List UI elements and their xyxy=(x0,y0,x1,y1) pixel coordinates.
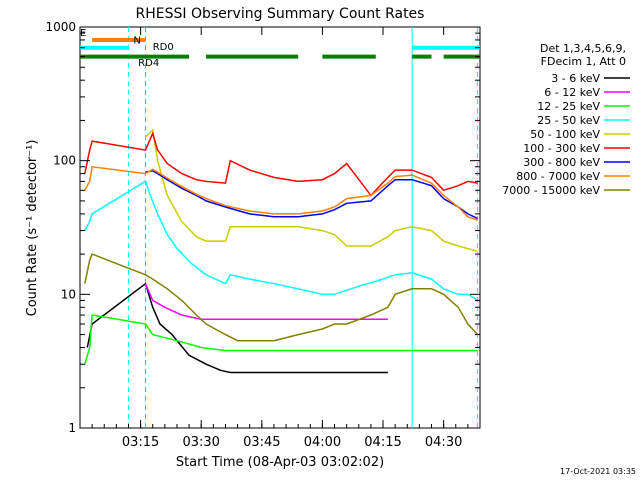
series-line-3 xyxy=(84,180,478,302)
legend-label-6: 300 - 800 keV xyxy=(523,156,600,169)
legend-label-4: 50 - 100 keV xyxy=(530,128,600,141)
y-axis-label: Count Rate (s⁻¹ detector⁻¹) xyxy=(25,140,40,317)
series-line-8 xyxy=(84,253,479,342)
x-tick-label-1: 03:30 xyxy=(182,435,219,450)
legend-header-1: FDecim 1, Att 0 xyxy=(541,55,626,68)
legend-label-3: 25 - 50 keV xyxy=(537,114,600,127)
series-line-0 xyxy=(86,282,388,374)
legend-label-1: 6 - 12 keV xyxy=(544,86,600,99)
axes-layer: 03:15 03:30 03:45 04:00 04:15 04:30 1 10 100 1000 xyxy=(45,20,481,450)
legend-header-0: Det 1,3,4,5,6,9, xyxy=(540,42,626,55)
x-tick-label-0: 03:15 xyxy=(122,435,159,450)
x-tick-label-2: 03:45 xyxy=(243,435,280,450)
x-axis-label: Start Time (08-Apr-03 03:02:02) xyxy=(176,455,384,470)
series-line-5 xyxy=(84,131,478,197)
plot-area xyxy=(79,26,481,429)
y-tick-label-3: 1000 xyxy=(45,20,76,34)
series-line-1 xyxy=(144,283,388,321)
state-bar-label-1: N xyxy=(133,36,140,47)
timestamp: 17-Oct-2021 03:35 xyxy=(560,467,636,476)
legend-label-7: 800 - 7000 keV xyxy=(516,170,600,183)
legend-label-0: 3 - 6 keV xyxy=(551,72,600,85)
series-line-2 xyxy=(84,314,478,365)
y-tick-label-1: 10 xyxy=(61,287,76,301)
chart-title: RHESSI Observing Summary Count Rates xyxy=(136,6,425,22)
x-tick-label-5: 04:30 xyxy=(425,435,462,450)
x-tick-label-3: 04:00 xyxy=(304,435,341,450)
series-line-7 xyxy=(84,165,478,221)
series-line-6 xyxy=(145,170,478,220)
legend-label-5: 100 - 300 keV xyxy=(523,142,600,155)
state-label-1: RD0 xyxy=(153,42,174,53)
legend-label-2: 12 - 25 keV xyxy=(537,100,600,113)
x-tick-label-4: 04:15 xyxy=(364,435,401,450)
plot-frame xyxy=(79,26,481,429)
series-line-4 xyxy=(144,128,478,253)
y-tick-label-0: 1 xyxy=(68,421,76,435)
legend: Det 1,3,4,5,6,9,FDecim 1, Att 0 3 - 6 keV… xyxy=(502,42,630,197)
legend-label-8: 7000 - 15000 keV xyxy=(502,184,600,197)
state-label-0: RD4 xyxy=(138,58,159,69)
series-layer xyxy=(84,128,479,374)
y-tick-label-2: 100 xyxy=(53,154,76,168)
